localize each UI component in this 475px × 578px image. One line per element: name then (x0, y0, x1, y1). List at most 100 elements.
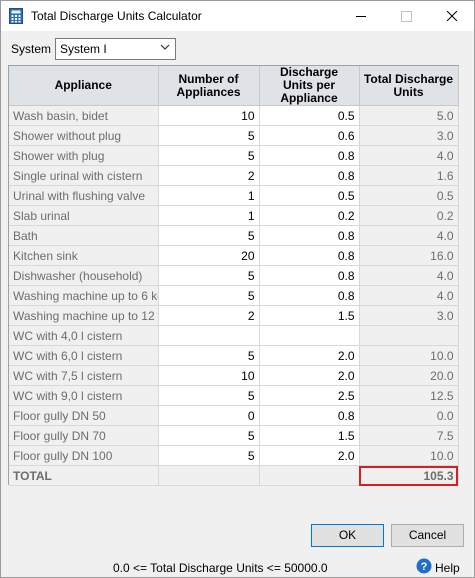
table-row: WC with 9,0 l cistern 5 2.5 12.5 (9, 385, 459, 406)
appliance-name-cell: Floor gully DN 70 (9, 425, 159, 446)
table-header-row: Appliance Number of Appliances Discharge… (9, 66, 459, 106)
help-label: Help (435, 561, 460, 575)
appliance-name-cell: Washing machine up to 12 kg (9, 305, 159, 326)
appliance-name-cell: Shower with plug (9, 145, 159, 166)
du-per-appliance-cell[interactable] (259, 325, 360, 346)
total-empty-cell (259, 465, 360, 486)
column-header-du-per-appliance: Discharge Units per Appliance (259, 66, 360, 106)
du-per-appliance-cell[interactable]: 2.0 (259, 445, 360, 466)
table-row: Floor gully DN 70 5 1.5 7.5 (9, 425, 459, 446)
column-header-number: Number of Appliances (158, 66, 260, 106)
column-header-appliance: Appliance (9, 66, 159, 106)
du-per-appliance-cell[interactable]: 0.6 (259, 125, 360, 146)
du-per-appliance-cell[interactable]: 0.5 (259, 105, 360, 126)
appliance-name-cell: Shower without plug (9, 125, 159, 146)
system-select[interactable]: System I (55, 38, 176, 60)
total-du-cell: 4.0 (359, 225, 459, 246)
table-row: Bath 5 0.8 4.0 (9, 225, 459, 246)
close-button[interactable] (429, 1, 474, 31)
number-of-appliances-cell[interactable]: 5 (158, 145, 260, 166)
du-per-appliance-cell[interactable]: 0.8 (259, 165, 360, 186)
du-per-appliance-cell[interactable]: 1.5 (259, 305, 360, 326)
total-label: TOTAL (9, 465, 159, 486)
appliance-table: Appliance Number of Appliances Discharge… (9, 66, 459, 486)
number-of-appliances-cell[interactable]: 5 (158, 445, 260, 466)
du-per-appliance-cell[interactable]: 2.0 (259, 345, 360, 366)
table-row: Washing machine up to 6 kg 5 0.8 4.0 (9, 285, 459, 306)
svg-text:?: ? (421, 561, 428, 573)
number-of-appliances-cell[interactable]: 5 (158, 125, 260, 146)
total-du-cell (359, 325, 459, 346)
table-row: WC with 6,0 l cistern 5 2.0 10.0 (9, 345, 459, 366)
window-title: Total Discharge Units Calculator (31, 9, 202, 23)
number-of-appliances-cell[interactable] (158, 325, 260, 346)
appliance-name-cell: Single urinal with cistern (9, 165, 159, 186)
cancel-button[interactable]: Cancel (391, 524, 464, 547)
number-of-appliances-cell[interactable]: 5 (158, 385, 260, 406)
number-of-appliances-cell[interactable]: 5 (158, 265, 260, 286)
number-of-appliances-cell[interactable]: 10 (158, 365, 260, 386)
table-row: Shower with plug 5 0.8 4.0 (9, 145, 459, 166)
total-du-cell: 12.5 (359, 385, 459, 406)
range-status-text: 0.0 <= Total Discharge Units <= 50000.0 (113, 561, 328, 575)
appliance-name-cell: WC with 7,5 l cistern (9, 365, 159, 386)
system-select-value: System I (60, 42, 107, 56)
minimize-button[interactable] (339, 1, 384, 31)
number-of-appliances-cell[interactable]: 0 (158, 405, 260, 426)
table-row: Urinal with flushing valve 1 0.5 0.5 (9, 185, 459, 206)
table-row: WC with 4,0 l cistern (9, 325, 459, 346)
du-per-appliance-cell[interactable]: 0.8 (259, 225, 360, 246)
table-row: Washing machine up to 12 kg 2 1.5 3.0 (9, 305, 459, 326)
du-per-appliance-cell[interactable]: 0.2 (259, 205, 360, 226)
du-per-appliance-cell[interactable]: 0.8 (259, 285, 360, 306)
table-row: Floor gully DN 50 0 0.8 0.0 (9, 405, 459, 426)
appliance-name-cell: Floor gully DN 50 (9, 405, 159, 426)
number-of-appliances-cell[interactable]: 5 (158, 425, 260, 446)
maximize-button (384, 1, 429, 31)
du-per-appliance-cell[interactable]: 0.8 (259, 265, 360, 286)
total-du-cell: 16.0 (359, 245, 459, 266)
total-du-cell: 7.5 (359, 425, 459, 446)
number-of-appliances-cell[interactable]: 5 (158, 285, 260, 306)
total-du-cell: 10.0 (359, 445, 459, 466)
total-empty-cell (158, 465, 260, 486)
appliance-name-cell: Washing machine up to 6 kg (9, 285, 159, 306)
du-per-appliance-cell[interactable]: 0.8 (259, 145, 360, 166)
number-of-appliances-cell[interactable]: 10 (158, 105, 260, 126)
number-of-appliances-cell[interactable]: 2 (158, 165, 260, 186)
total-du-cell: 5.0 (359, 105, 459, 126)
number-of-appliances-cell[interactable]: 1 (158, 185, 260, 206)
du-per-appliance-cell[interactable]: 0.8 (259, 405, 360, 426)
help-icon: ? (416, 558, 432, 574)
appliance-name-cell: Slab urinal (9, 205, 159, 226)
du-per-appliance-cell[interactable]: 2.5 (259, 385, 360, 406)
column-header-total-du: Total Discharge Units (359, 66, 459, 106)
du-per-appliance-cell[interactable]: 2.0 (259, 365, 360, 386)
du-per-appliance-cell[interactable]: 0.5 (259, 185, 360, 206)
number-of-appliances-cell[interactable]: 20 (158, 245, 260, 266)
table-row: Dishwasher (household) 5 0.8 4.0 (9, 265, 459, 286)
number-of-appliances-cell[interactable]: 5 (158, 345, 260, 366)
appliance-name-cell: WC with 9,0 l cistern (9, 385, 159, 406)
number-of-appliances-cell[interactable]: 5 (158, 225, 260, 246)
table-row: Single urinal with cistern 2 0.8 1.6 (9, 165, 459, 186)
title-bar: Total Discharge Units Calculator (1, 1, 474, 31)
total-du-cell: 0.5 (359, 185, 459, 206)
table-row: Shower without plug 5 0.6 3.0 (9, 125, 459, 146)
ok-button[interactable]: OK (311, 524, 384, 547)
total-row: TOTAL 105.3 (9, 465, 459, 486)
du-per-appliance-cell[interactable]: 0.8 (259, 245, 360, 266)
appliance-name-cell: Kitchen sink (9, 245, 159, 266)
appliance-name-cell: Bath (9, 225, 159, 246)
total-du-cell: 3.0 (359, 305, 459, 326)
minimize-icon (356, 16, 366, 17)
du-per-appliance-cell[interactable]: 1.5 (259, 425, 360, 446)
total-du-cell: 1.6 (359, 165, 459, 186)
number-of-appliances-cell[interactable]: 1 (158, 205, 260, 226)
appliance-name-cell: Wash basin, bidet (9, 105, 159, 126)
total-value: 105.3 (359, 465, 459, 486)
table-row: Slab urinal 1 0.2 0.2 (9, 205, 459, 226)
appliance-name-cell: Floor gully DN 100 (9, 445, 159, 466)
number-of-appliances-cell[interactable]: 2 (158, 305, 260, 326)
